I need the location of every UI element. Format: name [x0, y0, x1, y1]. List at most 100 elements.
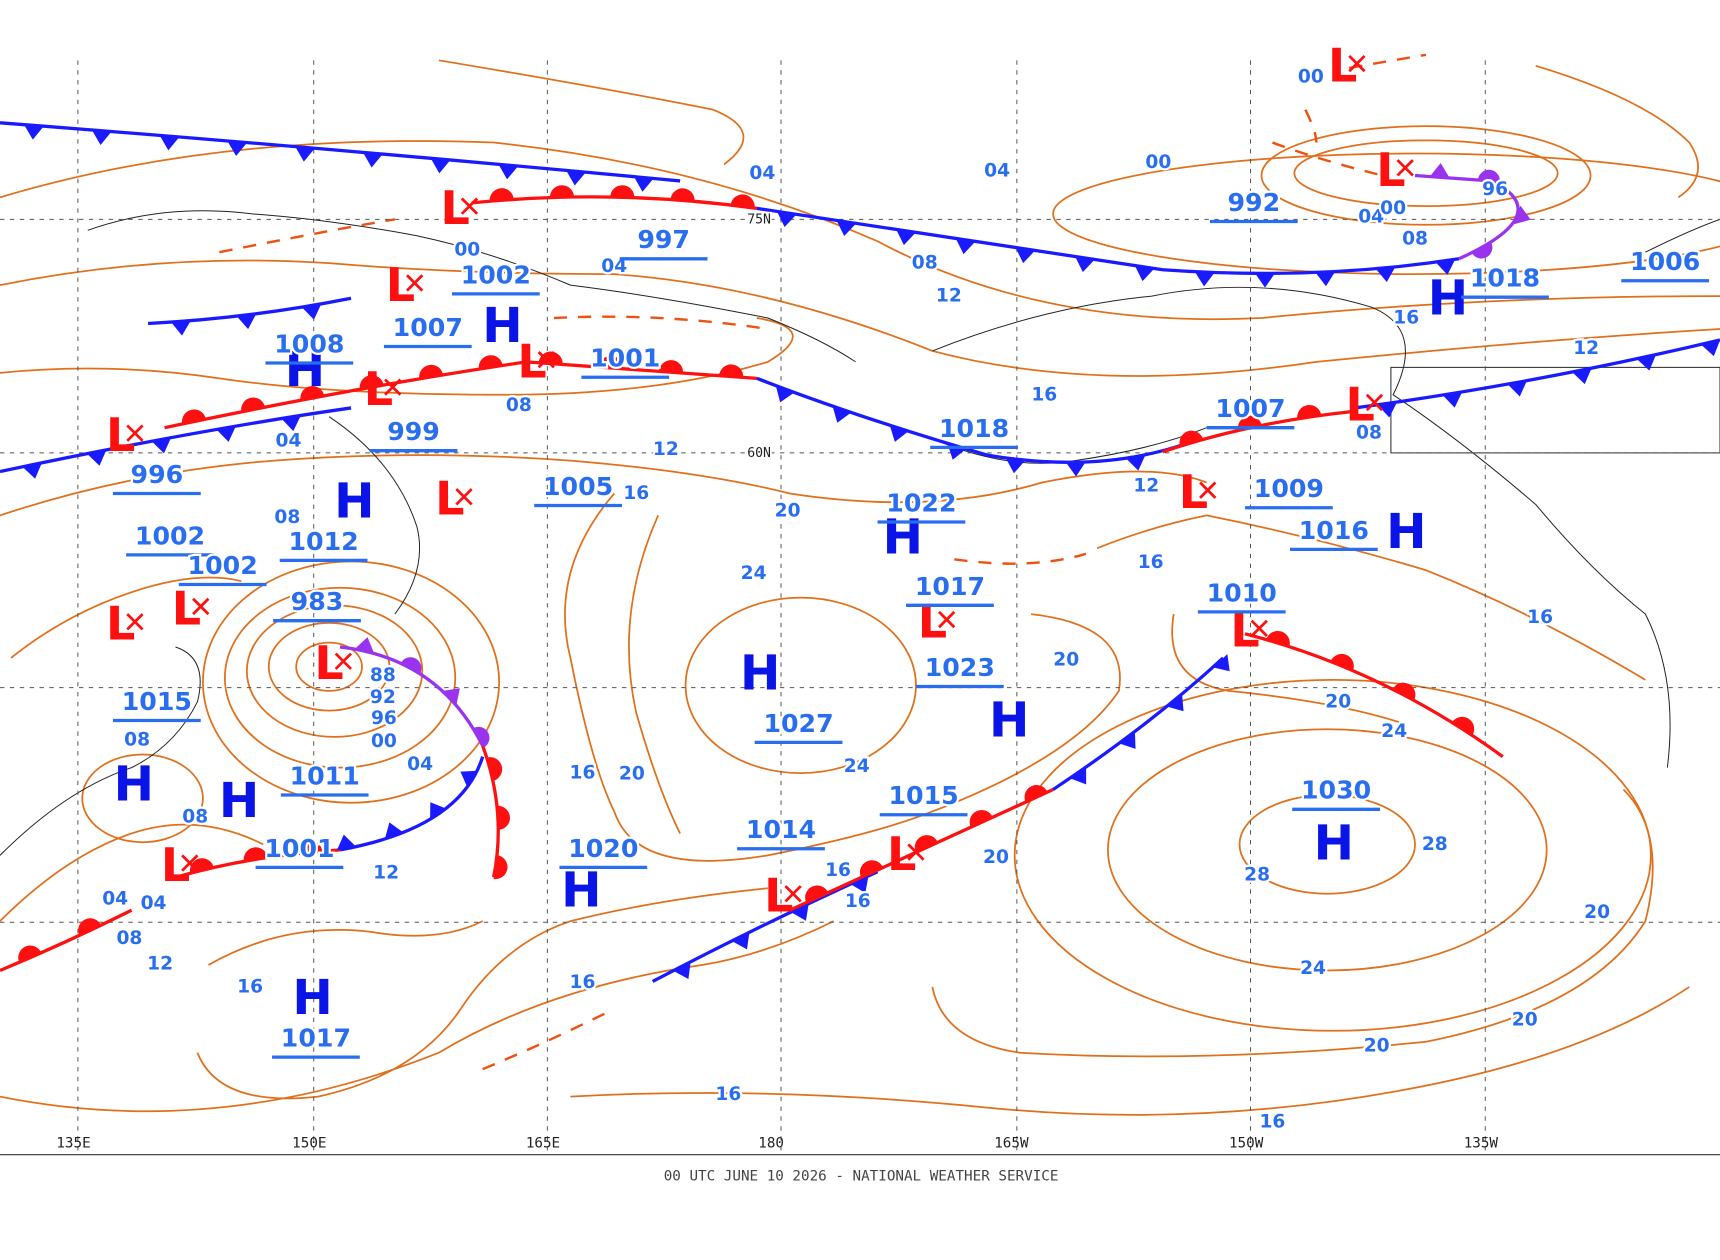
cold-front-barb — [850, 875, 869, 893]
pressure-value: 1007 — [1215, 394, 1285, 423]
low-center-mark — [405, 274, 424, 292]
cold-front-barb — [301, 303, 322, 320]
pressure-value: 1001 — [590, 344, 660, 373]
high-center: H — [989, 693, 1029, 749]
warm-front-bump — [478, 355, 503, 370]
cold-front-barb — [1126, 454, 1146, 471]
warm-front-bump — [1297, 404, 1322, 419]
pressure-value: 1005 — [543, 472, 613, 501]
pressure-value: 1022 — [886, 488, 956, 517]
isobar-label: 24 — [1381, 721, 1407, 742]
warm-front-bump — [670, 188, 695, 202]
cold-front-barb — [87, 449, 107, 466]
isobar-label: 04 — [984, 161, 1010, 182]
low-center-mark — [1348, 54, 1366, 73]
cold-front-barb — [775, 385, 795, 403]
cold-front-barb — [1315, 271, 1336, 287]
longitude-label: 180 — [758, 1136, 784, 1152]
low-center: L — [887, 827, 916, 881]
isobar-label: 16 — [715, 1084, 741, 1105]
cold-front-barb — [790, 903, 809, 921]
isobar-label: 08 — [274, 507, 300, 528]
pressure-value: 1018 — [1470, 264, 1540, 293]
cold-front-barb — [460, 770, 478, 788]
isobar-label: 12 — [147, 953, 173, 974]
warm-front-bump — [969, 810, 993, 828]
cold-front-barb — [1194, 271, 1215, 287]
pressure-value: 1014 — [746, 815, 816, 844]
isobar-label: 28 — [1244, 865, 1270, 886]
pressure-value: 999 — [387, 417, 440, 446]
pressure-value: 1016 — [1299, 516, 1369, 545]
high-center: H — [219, 773, 259, 829]
warm-front-bump — [18, 945, 42, 963]
coastlines — [0, 210, 1720, 856]
high-center: H — [482, 298, 522, 354]
longitude-label: 135E — [56, 1136, 90, 1152]
cold-front-barb — [566, 170, 586, 186]
isobar-label: 00 — [454, 240, 480, 261]
cold-front-barb — [216, 426, 236, 442]
isobar-label: 16 — [1138, 552, 1164, 573]
cold-front-barb — [295, 146, 315, 162]
low-center-mark — [1396, 159, 1414, 177]
isobar-label: 20 — [983, 847, 1009, 868]
isobar-label: 16 — [1527, 607, 1553, 628]
warm-front-bump — [497, 805, 510, 830]
isobar-label: 20 — [1512, 1009, 1538, 1030]
pressure-value: 1015 — [889, 781, 959, 810]
low-center-mark — [126, 424, 144, 442]
occluded-front-symbol — [473, 726, 490, 748]
pressure-value: 1023 — [925, 653, 995, 682]
cold-front-barb — [731, 932, 750, 950]
isobar-label: 16 — [570, 763, 596, 784]
longitude-label: 135W — [1464, 1136, 1499, 1152]
cold-front-barb — [776, 211, 797, 227]
isobar-label: 00 — [1380, 198, 1406, 219]
low-center: L — [764, 869, 793, 923]
pressure-value: 1008 — [274, 329, 344, 358]
low-center: L — [1376, 143, 1405, 197]
pressure-value: 992 — [1227, 188, 1280, 217]
warm-front-bump — [487, 757, 503, 781]
pressure-value: 1010 — [1207, 578, 1277, 607]
cold-front-barb — [1166, 693, 1184, 712]
warm-front-bump — [243, 847, 268, 862]
high-center: H — [1386, 504, 1426, 560]
cold-front-barb — [151, 437, 172, 454]
occluded-front-symbol — [400, 657, 422, 674]
pressure-value: 1007 — [393, 313, 463, 342]
latitude-label: 75N — [747, 212, 771, 227]
warm-front-bump — [300, 385, 325, 401]
low-center: L — [172, 581, 201, 635]
pressure-value: 1020 — [568, 834, 638, 863]
warm-front-bump — [859, 860, 883, 878]
low-center: L — [441, 181, 470, 235]
longitude-label: 150W — [1229, 1136, 1264, 1152]
warm-front-bump — [298, 840, 323, 854]
pressure-value: 1012 — [288, 527, 358, 556]
isobar-label: 08 — [182, 806, 208, 827]
isobar-label: 12 — [936, 286, 962, 307]
high-center: H — [1314, 816, 1354, 872]
low-center: L — [314, 636, 343, 690]
isobar-label: 00 — [1145, 152, 1171, 173]
isobar-label: 20 — [619, 764, 645, 785]
isobar-label: 08 — [124, 730, 150, 751]
cold-front-barb — [1069, 767, 1087, 785]
longitude-label: 150E — [292, 1136, 326, 1152]
cold-front-barb — [889, 425, 909, 442]
isobar-label: 08 — [506, 395, 532, 416]
cold-front-barb — [91, 129, 112, 145]
low-center-mark — [907, 843, 925, 861]
low-center: L — [364, 362, 393, 416]
cold-front-barb — [1005, 458, 1026, 474]
warm-front-bump — [1266, 631, 1290, 647]
high-center: H — [740, 646, 780, 702]
isobar-label: 24 — [1300, 958, 1326, 979]
isobar-label: 12 — [1133, 475, 1159, 496]
cold-front-barb — [281, 415, 301, 432]
pressure-value: 1018 — [939, 414, 1009, 443]
cold-front-barb — [955, 238, 976, 255]
cold-front-barb — [24, 124, 44, 140]
